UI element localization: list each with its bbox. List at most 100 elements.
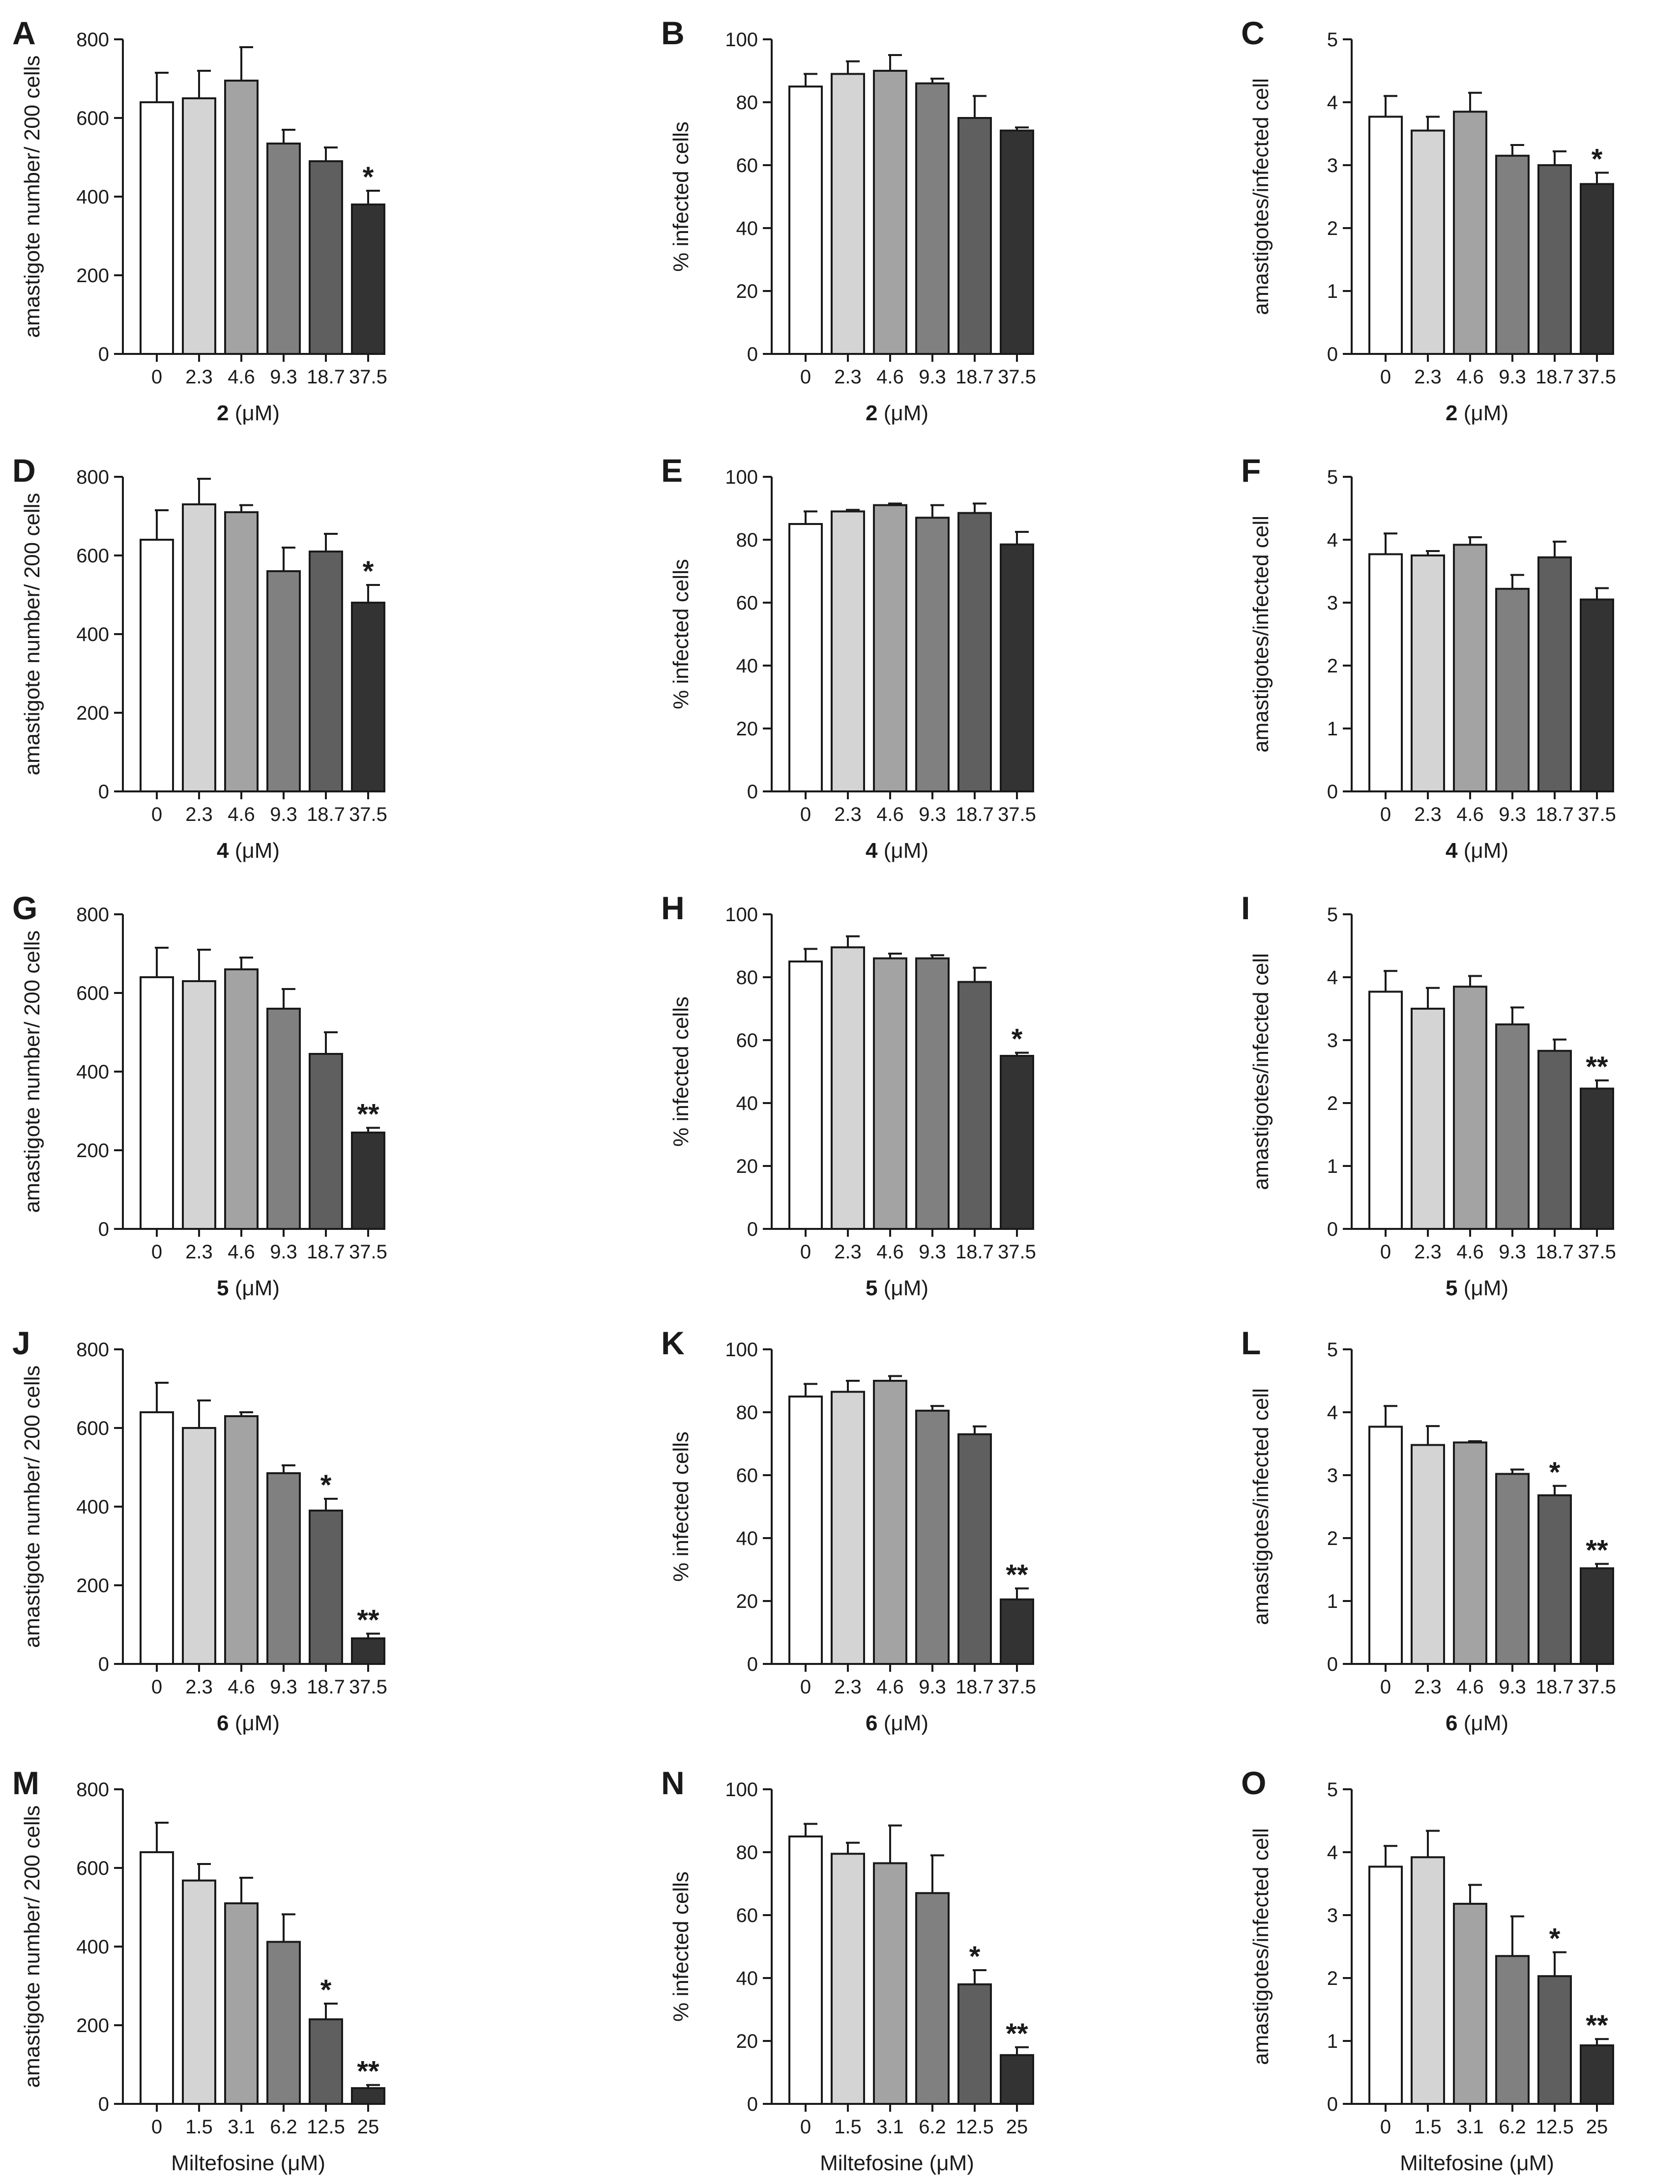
bar-37-5 — [1000, 543, 1034, 792]
bar-0 — [1368, 553, 1403, 792]
bar-0 — [140, 1851, 174, 2105]
bar-2-3 — [182, 97, 216, 355]
bar-37-5 — [351, 204, 385, 355]
y-tick-label: 60 — [736, 1905, 758, 1926]
x-tick-label: 9.3 — [270, 1676, 297, 1698]
bar-1-5 — [831, 1853, 865, 2105]
x-axis-unit: Miltefosine (μM) — [820, 2151, 974, 2175]
y-tick-label: 40 — [736, 218, 758, 239]
chart-panel-d: D 0 200 400 600 800 amastigote number/ 200 cel… — [12, 452, 387, 863]
y-tick-label: 800 — [76, 466, 109, 488]
x-axis-compound: 6 — [217, 1711, 229, 1735]
bar-37-5 — [1580, 598, 1614, 792]
bar-18-7 — [309, 160, 343, 355]
bar-4-6 — [224, 80, 259, 355]
bar-9-3 — [915, 517, 950, 792]
x-axis-unit: Miltefosine (μM) — [171, 2151, 325, 2175]
y-tick-label: 600 — [76, 545, 109, 567]
y-tick-label: 0 — [1327, 1219, 1338, 1240]
x-tick-label: 18.7 — [1535, 1676, 1574, 1698]
bar-6-2 — [266, 1941, 301, 2105]
y-axis-label: amastigotes/infected cell — [1249, 78, 1273, 315]
y-tick-label: 60 — [736, 1030, 758, 1051]
y-tick-label: 80 — [736, 529, 758, 551]
y-tick-label: 200 — [76, 1575, 109, 1597]
chart-panel-k: K 0 20 40 60 80 100 % infected cells 0 2.3 4.6 9.3 1… — [661, 1325, 1036, 1735]
significance-marker: ** — [1006, 2018, 1028, 2050]
bar-18-7 — [309, 1510, 343, 1665]
x-axis-label: 5 (μM) — [1446, 1276, 1508, 1300]
panel-letter: J — [12, 1325, 30, 1361]
bar-37-5 — [1580, 183, 1614, 355]
bar-18-7 — [1537, 1049, 1572, 1230]
x-axis-unit: (μM) — [1457, 1276, 1508, 1300]
y-tick-label: 0 — [1327, 2094, 1338, 2115]
y-tick-label: 0 — [98, 1219, 109, 1240]
y-tick-label: 0 — [1327, 781, 1338, 803]
panel-letter: E — [661, 452, 683, 489]
x-axis-unit: (μM) — [229, 1276, 280, 1300]
x-tick-label: 0 — [1380, 804, 1391, 825]
significance-marker: * — [969, 1941, 981, 1973]
bar-9-3 — [266, 143, 301, 355]
x-tick-label: 37.5 — [349, 1676, 387, 1698]
y-tick-label: 60 — [736, 592, 758, 614]
y-tick-label: 1 — [1327, 1156, 1338, 1177]
bar-37-5 — [1000, 1055, 1034, 1230]
y-tick-label: 0 — [98, 2094, 109, 2115]
x-tick-label: 2.3 — [834, 1241, 862, 1263]
bar-2-3 — [182, 1427, 216, 1665]
x-axis-unit: (μM) — [877, 1711, 928, 1735]
x-tick-label: 0 — [1380, 2116, 1391, 2138]
bar-0 — [140, 1411, 174, 1665]
x-tick-label: 9.3 — [270, 1241, 297, 1263]
x-tick-label: 9.3 — [1499, 366, 1526, 388]
x-axis-unit: (μM) — [877, 839, 928, 863]
panel-letter: M — [12, 1765, 39, 1801]
bar-25 — [1580, 2044, 1614, 2105]
y-tick-label: 0 — [1327, 1654, 1338, 1675]
x-tick-label: 2.3 — [834, 804, 862, 825]
x-axis-compound: 2 — [1446, 401, 1457, 425]
y-tick-label: 0 — [747, 1219, 758, 1240]
y-tick-label: 600 — [76, 983, 109, 1004]
significance-marker: * — [320, 1974, 332, 2006]
x-axis-label: 2 (μM) — [866, 401, 928, 425]
y-tick-label: 3 — [1327, 1905, 1338, 1926]
bar-3-1 — [1453, 1902, 1487, 2105]
bar-18-7 — [957, 1433, 992, 1665]
bar-37-5 — [351, 602, 385, 792]
chart-panel-b: B 0 20 40 60 80 100 % infected cells 0 2.3 4.6 9.3 1… — [661, 15, 1036, 425]
bar-2-3 — [831, 73, 865, 355]
bar-0 — [1368, 1426, 1403, 1665]
y-tick-label: 800 — [76, 1779, 109, 1801]
x-axis-unit: (μM) — [229, 839, 280, 863]
significance-marker: ** — [357, 1604, 379, 1636]
x-tick-label: 4.6 — [876, 1241, 904, 1263]
x-tick-label: 12.5 — [307, 2116, 345, 2138]
x-tick-label: 2.3 — [185, 1241, 213, 1263]
x-tick-label: 9.3 — [1499, 804, 1526, 825]
bar-4-6 — [873, 70, 907, 355]
x-tick-label: 18.7 — [1535, 1241, 1574, 1263]
bar-0 — [1368, 116, 1403, 355]
y-tick-label: 400 — [76, 1061, 109, 1083]
y-tick-label: 4 — [1327, 967, 1338, 989]
x-axis-label: 2 (μM) — [1446, 401, 1508, 425]
x-tick-label: 1.5 — [185, 2116, 213, 2138]
x-axis-compound: 2 — [217, 401, 229, 425]
x-tick-label: 0 — [151, 1241, 162, 1263]
bar-4-6 — [873, 957, 907, 1230]
panel-letter: F — [1241, 452, 1261, 489]
x-axis-label: 4 (μM) — [217, 839, 280, 863]
bar-0 — [788, 961, 823, 1230]
y-tick-label: 0 — [747, 1654, 758, 1675]
chart-panel-g: G 0 200 400 600 800 amastigote number/ 200 cel… — [12, 890, 387, 1300]
y-tick-label: 400 — [76, 186, 109, 208]
y-axis-label: amastigote number/ 200 cells — [20, 931, 44, 1213]
x-axis-unit: (μM) — [1457, 839, 1508, 863]
y-tick-label: 80 — [736, 92, 758, 114]
chart-panel-e: E 0 20 40 60 80 100 % infected cells 0 2.3 4.6 9.3 1… — [661, 452, 1036, 863]
x-axis-compound: 4 — [1446, 839, 1458, 863]
